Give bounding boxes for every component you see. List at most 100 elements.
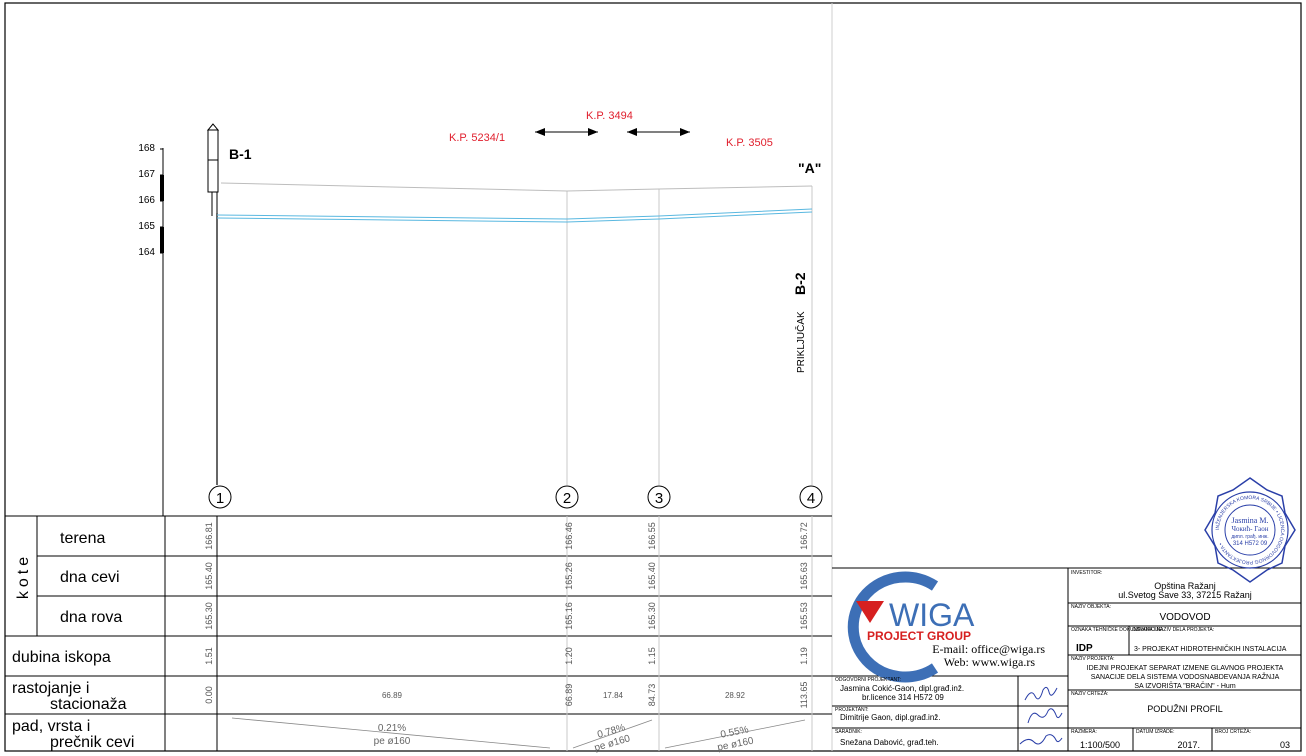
slope-lines	[231, 717, 806, 749]
saradnik-label: SARADNIK:	[835, 729, 862, 735]
projektant-value: Dimitrije Gaon, dipl.građ.inž.	[840, 713, 940, 722]
pad-1: 0.21%	[378, 723, 406, 734]
datum-label: DATUM IZRADE:	[1136, 729, 1175, 735]
station-2: 2	[563, 490, 571, 507]
rastojanje-3: 28.92	[725, 691, 746, 700]
parcel-label-3494: K.P. 3494	[586, 110, 633, 122]
crtez-value: PODUŽNI PROFIL	[1147, 704, 1223, 714]
dna-cevi-3: 165.40	[647, 562, 657, 590]
stamp-line-3: дипл. грађ. инж.	[1231, 534, 1268, 540]
saradnik-value: Snežana Dabović, građ.teh.	[840, 738, 939, 747]
broj-value: 03	[1280, 740, 1290, 750]
title-block	[832, 567, 1301, 751]
company-web: Web: www.wiga.rs	[944, 655, 1036, 669]
row-label-dna-cevi: dna cevi	[60, 569, 120, 586]
elevation-tick-168: 168	[138, 143, 155, 154]
elevation-tick-166: 166	[138, 195, 155, 206]
stacionaza-1: 0.00	[204, 686, 214, 704]
parcel-arrows	[535, 128, 690, 136]
signature-saradnik	[1019, 734, 1063, 745]
station-3: 3	[655, 490, 663, 507]
pad-3: 0.55%	[720, 724, 750, 740]
title-block-labels: INVESTITOR: NAZIV OBJEKTA: OZNAKA TEHNIČ…	[835, 570, 1251, 735]
stamp-name-1: Jasmina M.	[1232, 516, 1269, 525]
signature-projektant	[1027, 708, 1063, 724]
prikljucak-label: PRIKLJUČAK	[794, 311, 807, 373]
stacionaza-4: 113.65	[799, 682, 809, 709]
oznaka-label: OZNAKA TEHNIČKE DOKUMENTACIJE:	[1071, 626, 1163, 633]
licenca-value: br.licence 314 H572 09	[862, 693, 944, 702]
rastojanje-2: 17.84	[603, 691, 624, 700]
investitor-name: Opština Ražanj	[1154, 581, 1216, 591]
table-values: 166.81 166.46 166.55 166.72 165.40 165.2…	[204, 522, 809, 708]
dna-cevi-4: 165.63	[799, 562, 809, 590]
drawing-frame	[4, 2, 1302, 752]
investitor-address: ul.Svetog Save 33, 37215 Ražanj	[1118, 590, 1252, 600]
parcel-label-5234: K.P. 5234/1	[449, 132, 505, 144]
odgovorni-value: Jasmina Cokić-Gaon, dipl.građ.inž.	[840, 684, 964, 693]
parcel-label-3505: K.P. 3505	[726, 137, 773, 149]
dna-rova-3: 165.30	[647, 602, 657, 630]
company-email: E-mail: office@wiga.rs	[932, 642, 1045, 656]
stacionaza-2: 66.89	[564, 684, 574, 707]
data-table-grid	[5, 515, 832, 751]
projektant-label: PROJEKTANT:	[835, 707, 869, 713]
stacionaza-3: 84.73	[647, 684, 657, 707]
pipe-bottom-line	[216, 211, 813, 223]
dna-cevi-2: 165.26	[564, 562, 574, 590]
razmera-label: RAZMERA:	[1071, 729, 1097, 735]
b2-label: B-2	[792, 272, 808, 295]
terena-3: 166.55	[647, 522, 657, 550]
razmera-value: 1:100/500	[1080, 740, 1120, 750]
stamp-line-4: 314 H572 09	[1233, 541, 1268, 547]
projekat-line-2: SANACIJE DELA SISTEMA VODOSNABDEVANJA RA…	[1091, 672, 1280, 681]
dubina-3: 1.15	[647, 647, 657, 665]
station-4: 4	[807, 490, 815, 507]
row-label-pad: pad, vrsta i	[12, 718, 90, 735]
investitor-label: INVESTITOR:	[1071, 570, 1102, 576]
row-label-rastojanje: rastojanje i	[12, 680, 89, 697]
dna-rova-2: 165.16	[564, 602, 574, 630]
point-a-label: "A"	[798, 160, 821, 176]
station-markers: 1 2 3 4	[208, 485, 823, 509]
dubina-1: 1.51	[204, 647, 214, 665]
terena-4: 166.72	[799, 522, 809, 550]
title-block-values: Opština Ražanj ul.Svetog Save 33, 37215 …	[840, 581, 1290, 750]
dubina-2: 1.20	[564, 647, 574, 665]
pipe-top-line	[216, 208, 813, 220]
terena-2: 166.46	[564, 522, 574, 550]
dubina-4: 1.19	[799, 647, 809, 665]
b1-label: B-1	[229, 146, 252, 162]
elevation-tick-165: 165	[138, 221, 155, 232]
red-triangle-icon	[856, 601, 884, 623]
company-name: WIGA	[889, 597, 975, 633]
dna-rova-4: 165.53	[799, 602, 809, 630]
objekat-label: NAZIV OBJEKTA:	[1071, 604, 1111, 610]
elevation-scale: 168 167 166 165 164	[138, 143, 164, 516]
b1-shaft-symbol	[206, 123, 220, 216]
odgovorni-label: ODGOVORNI PROJEKTANT:	[835, 677, 901, 683]
company-group: PROJECT GROUP	[867, 629, 971, 643]
table-station-lines	[216, 516, 813, 751]
signature-odgovorni	[1024, 686, 1058, 701]
row-label-dna-rova: dna rova	[60, 609, 122, 626]
dna-cevi-1: 165.40	[204, 562, 214, 590]
deo-label: OZNAKA I NAZIV DELA PROJEKTA:	[1132, 627, 1214, 633]
row-label-terena: terena	[60, 530, 105, 547]
slope-values: 0.21% pe ø160 0.78% pe ø160 0.55% pe ø16…	[374, 722, 755, 754]
projekat-line-3: SA IZVORIŠTA "BRAČIN" - Hum	[1134, 681, 1235, 690]
row-label-precnik: prečnik cevi	[50, 734, 134, 751]
crtez-label: NAZIV CRTEŽA:	[1071, 689, 1108, 697]
datum-value: 2017.	[1177, 740, 1200, 750]
rastojanje-1: 66.89	[382, 691, 403, 700]
elevation-tick-164: 164	[138, 247, 155, 258]
deo-value: 3- PROJEKAT HIDROTEHNIČKIH INSTALACIJA	[1134, 644, 1287, 653]
dna-rova-1: 165.30	[204, 602, 214, 630]
elevation-tick-167: 167	[138, 169, 155, 180]
terrain-line	[220, 182, 813, 192]
row-label-stacionaza: stacionaža	[50, 696, 127, 713]
kote-label: kote	[15, 553, 32, 599]
oznaka-value: IDP	[1076, 643, 1093, 654]
wiga-logo: WIGA PROJECT GROUP E-mail: office@wiga.r…	[847, 571, 1045, 683]
